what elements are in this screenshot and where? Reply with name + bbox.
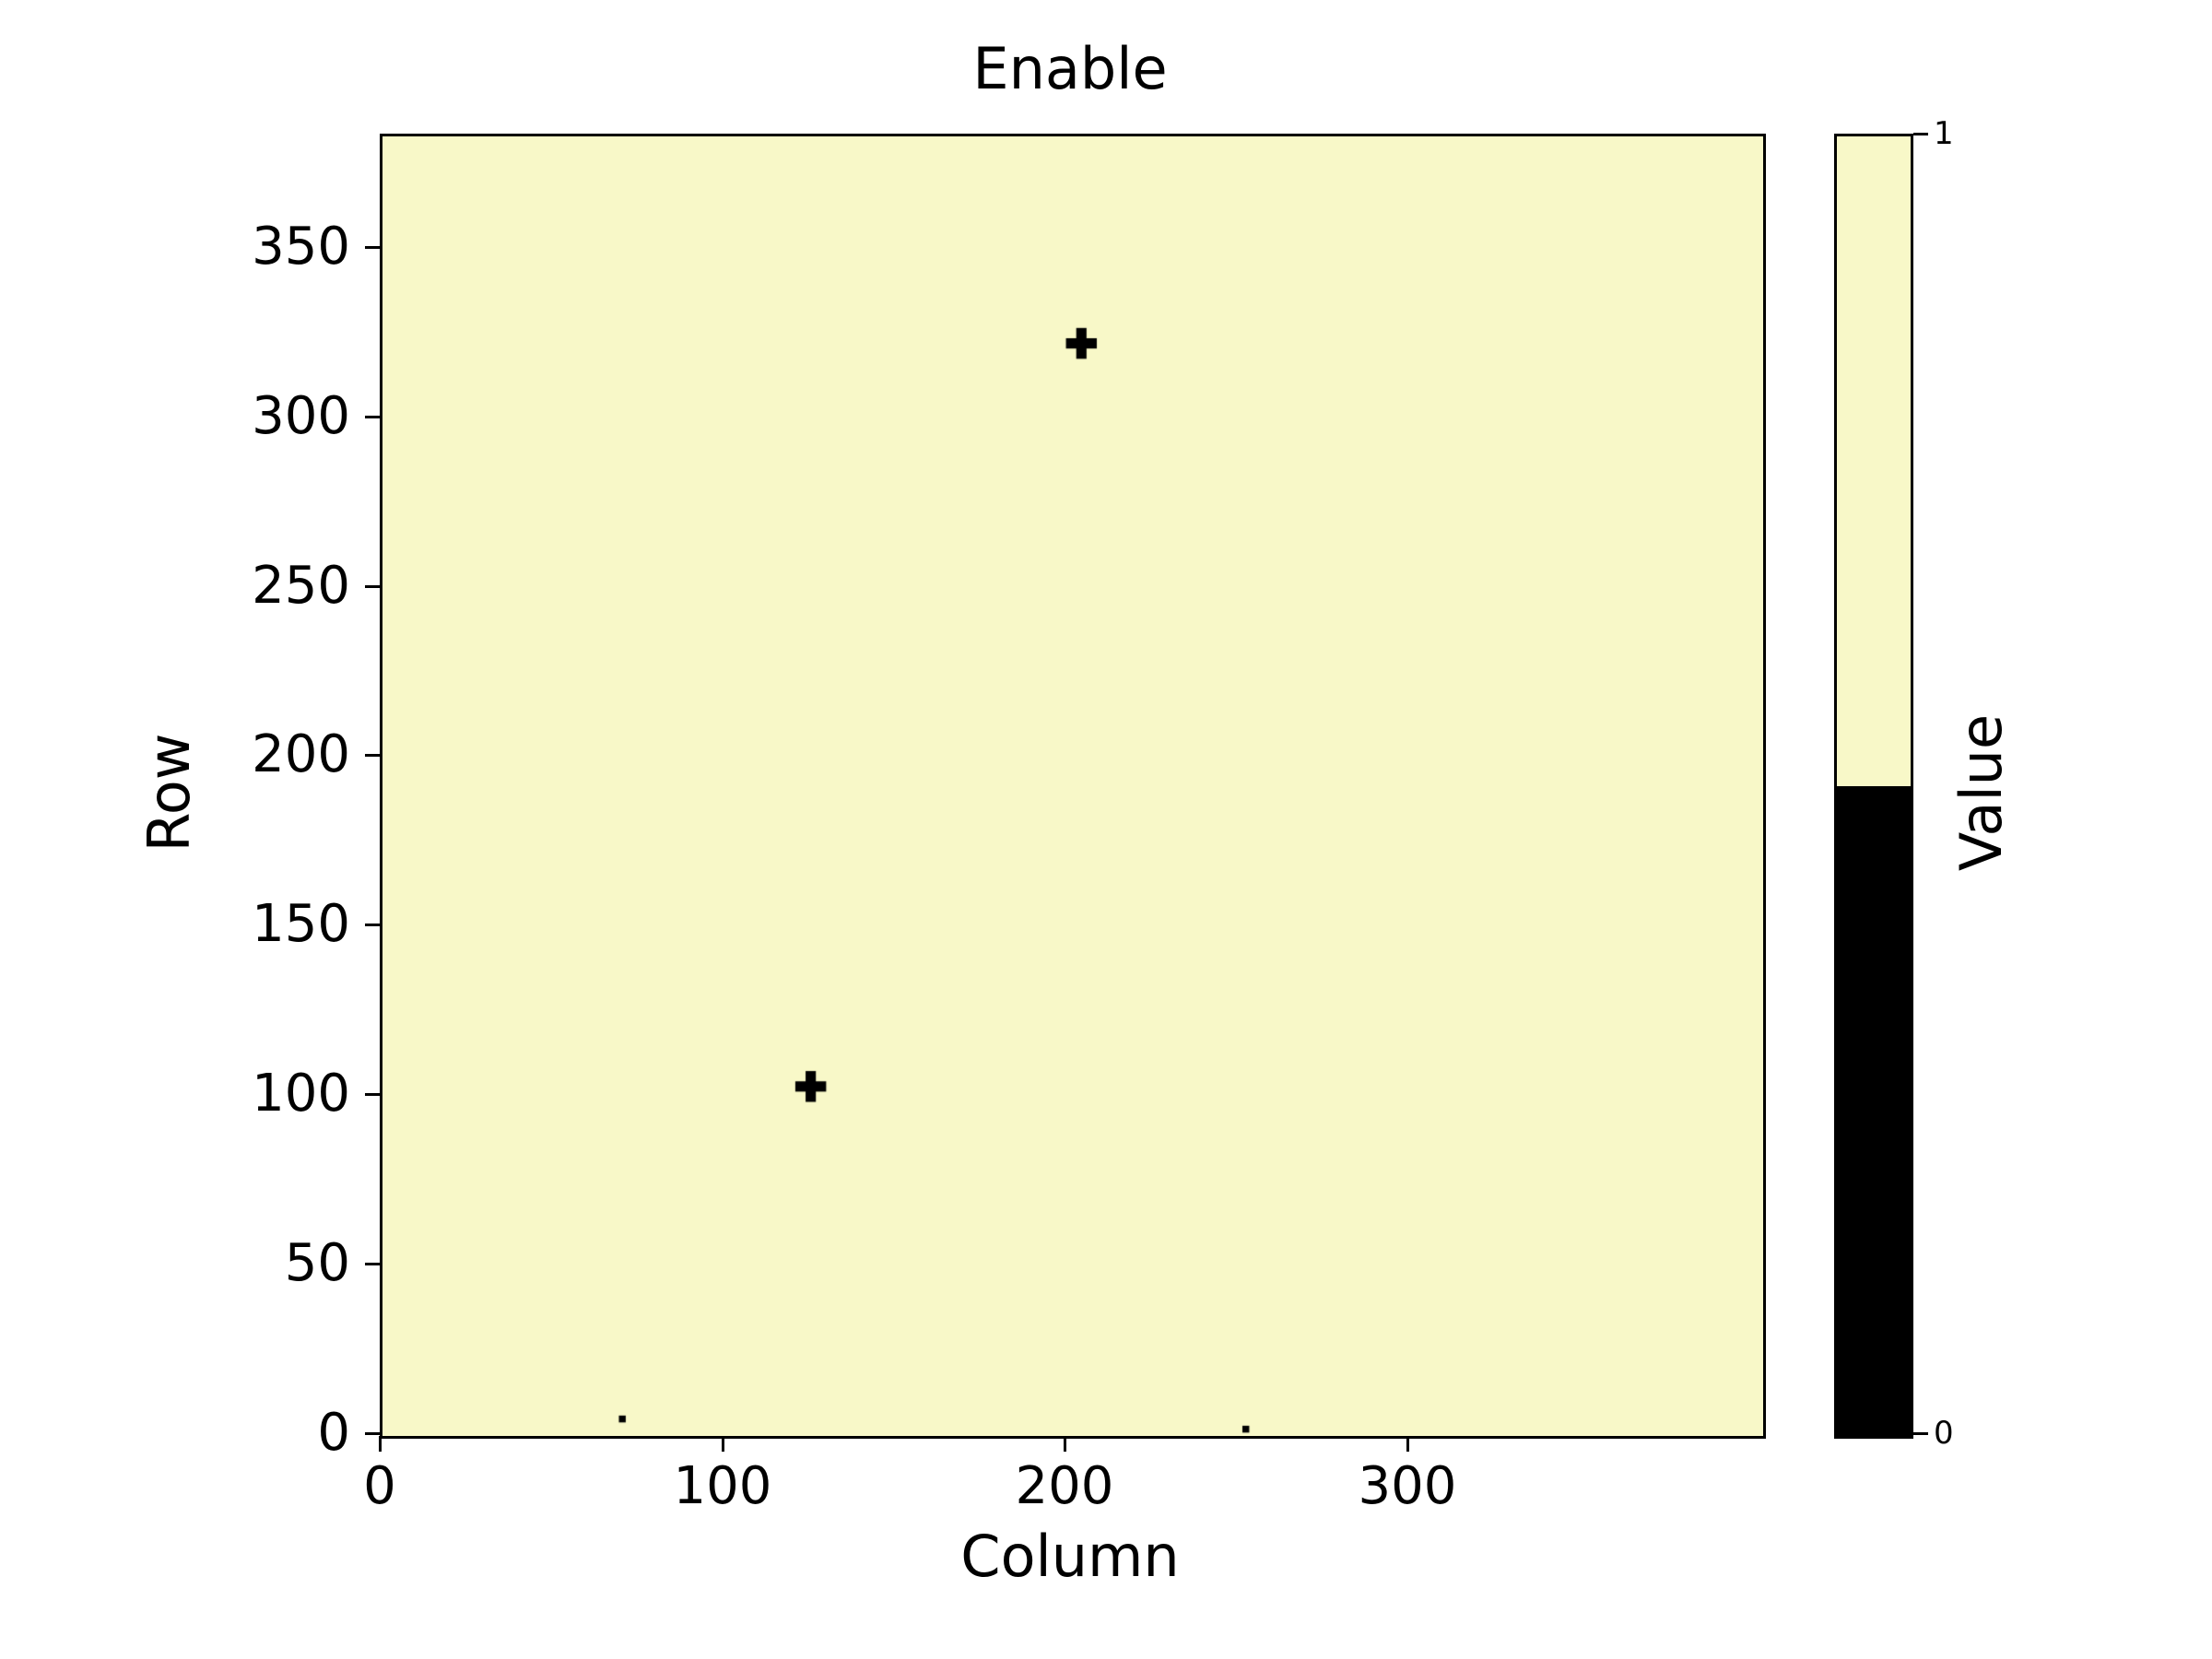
y-tick-250 — [365, 585, 381, 588]
colorbar-tick-0 — [1913, 1432, 1928, 1435]
y-tick-50 — [365, 1263, 381, 1265]
x-ticklabel-0: 0 — [363, 1456, 396, 1516]
x-tick-100 — [722, 1436, 724, 1452]
colorbar-tick-1 — [1913, 133, 1928, 135]
colorbar-ticklabel-1: 1 — [1934, 115, 1954, 152]
y-tick-300 — [365, 416, 381, 418]
colorbar — [1834, 134, 1913, 1439]
y-tick-200 — [365, 754, 381, 757]
x-tick-200 — [1064, 1436, 1066, 1452]
y-ticklabel-200: 200 — [252, 724, 350, 784]
heatmap-image — [382, 136, 1763, 1436]
x-ticklabel-200: 200 — [1015, 1456, 1114, 1516]
y-ticklabel-50: 50 — [284, 1233, 350, 1293]
colorbar-ticklabel-0: 0 — [1934, 1415, 1954, 1452]
heatmap-plot-area — [380, 134, 1766, 1439]
y-tick-0 — [365, 1432, 381, 1435]
x-tick-300 — [1406, 1436, 1409, 1452]
y-ticklabel-250: 250 — [252, 556, 350, 616]
y-tick-350 — [365, 246, 381, 249]
y-tick-100 — [365, 1093, 381, 1096]
x-ticklabel-300: 300 — [1358, 1456, 1457, 1516]
x-tick-0 — [379, 1436, 382, 1452]
y-ticklabel-300: 300 — [252, 386, 350, 446]
y-ticklabel-150: 150 — [252, 894, 350, 954]
colorbar-low-band — [1837, 786, 1911, 1436]
y-ticklabel-0: 0 — [317, 1403, 350, 1463]
y-tick-150 — [365, 924, 381, 926]
y-ticklabel-350: 350 — [252, 217, 350, 276]
y-ticklabel-100: 100 — [252, 1064, 350, 1124]
x-ticklabel-100: 100 — [673, 1456, 772, 1516]
colorbar-label: Value — [1947, 713, 2015, 872]
x-axis-label: Column — [960, 1523, 1180, 1590]
page-title: Enable — [972, 35, 1168, 102]
colorbar-high-band — [1837, 136, 1911, 786]
y-axis-label: Row — [135, 733, 203, 853]
